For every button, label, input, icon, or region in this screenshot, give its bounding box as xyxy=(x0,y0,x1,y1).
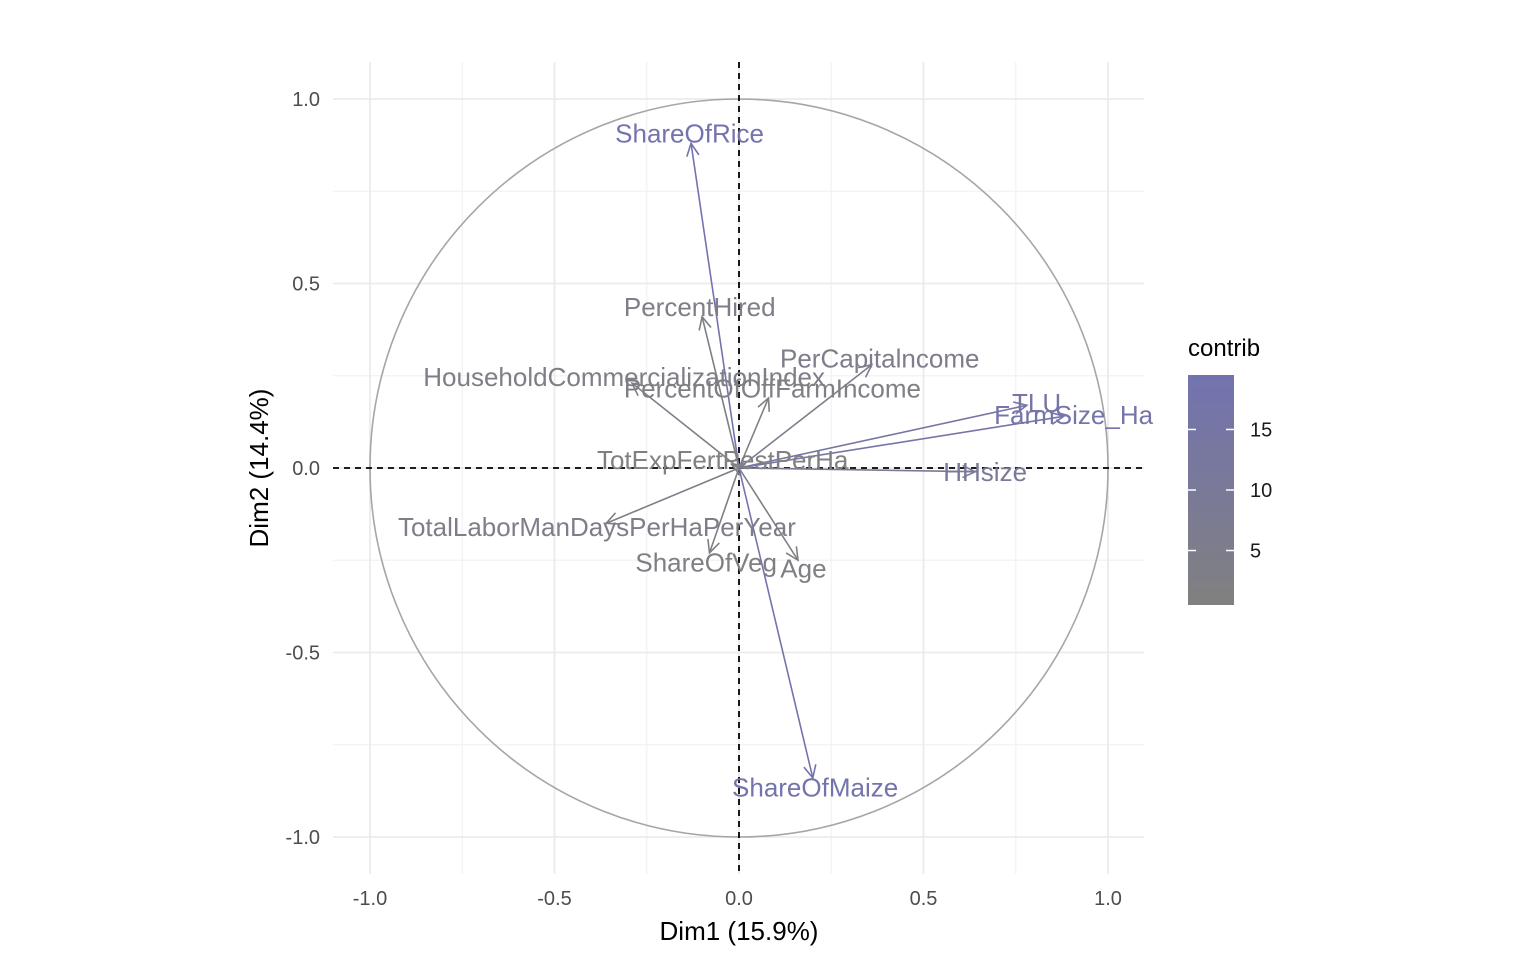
variable-arrow xyxy=(738,364,873,469)
legend-tick-label: 15 xyxy=(1250,419,1272,441)
variable-labels: ShareOfRice PercentHiredPerCapitalncomeHo… xyxy=(398,118,1154,802)
y-tick-label: -0.5 xyxy=(286,643,320,665)
arrow-head xyxy=(1013,401,1029,415)
x-tick-label: 0.0 xyxy=(725,888,753,910)
x-axis-ticks: -1.0 -0.5 0.0 0.5 1.0 xyxy=(353,888,1122,910)
variable-arrow xyxy=(738,415,1064,469)
variable-arrow xyxy=(738,467,799,561)
arrow-head xyxy=(686,141,700,157)
variable-arrows xyxy=(604,141,1066,780)
y-tick-label: 0.0 xyxy=(292,458,320,480)
y-tick-label: 1.0 xyxy=(292,89,320,111)
arrow-head xyxy=(803,764,817,780)
variable-label: TLU xyxy=(1012,388,1061,418)
variable-label: HHsize xyxy=(943,457,1027,487)
arrow-head xyxy=(757,396,771,412)
arrow-head xyxy=(785,546,800,562)
variable-label: PercentOfOffFarmIncome xyxy=(624,374,921,404)
variable-arrow xyxy=(605,467,740,525)
variable-label: PercentHired xyxy=(624,292,776,322)
arrow-head xyxy=(604,512,621,525)
variable-label: ShareOfVeg xyxy=(635,547,777,577)
y-tick-label: 0.5 xyxy=(292,274,320,296)
legend-ticks: 15 10 5 xyxy=(1188,419,1272,563)
variable-label: FarmSize_Ha xyxy=(994,400,1153,430)
arrow-head xyxy=(698,314,712,331)
x-tick-label: -0.5 xyxy=(537,888,571,910)
arrow-head xyxy=(707,538,720,555)
arrow-head xyxy=(630,381,646,397)
variable-label: Age xyxy=(780,554,826,584)
arrow-head xyxy=(1050,411,1066,425)
variable-arrow xyxy=(738,404,1027,469)
variable-label: TotalLaborManDaysPerHaPerYear xyxy=(398,512,796,542)
y-tick-label: -1.0 xyxy=(286,827,320,849)
variable-arrow xyxy=(708,467,740,554)
variable-label: PerCapitalncome xyxy=(780,344,979,374)
x-axis-title: Dim1 (15.9%) xyxy=(660,916,819,946)
variable-arrow xyxy=(690,143,740,469)
variable-label: HouseholdCommercializationIndex xyxy=(423,362,825,392)
y-axis-ticks: 1.0 0.5 0.0 -0.5 -1.0 xyxy=(286,89,320,849)
x-tick-label: -1.0 xyxy=(353,888,387,910)
arrow-head xyxy=(962,464,978,479)
legend-tick-label: 10 xyxy=(1250,480,1272,502)
variable-label: ShareOfRice xyxy=(615,118,764,148)
y-axis-title: Dim2 (14.4%) xyxy=(244,389,274,548)
arrow-head xyxy=(857,363,874,378)
contrib-legend: contrib 15 10 5 xyxy=(1188,335,1272,605)
x-tick-label: 1.0 xyxy=(1094,888,1122,910)
variable-label: ShareOfMaize xyxy=(732,773,898,803)
legend-title: contrib xyxy=(1188,335,1260,362)
variable-arrow xyxy=(738,467,976,473)
variable-arrow xyxy=(701,316,740,469)
variable-arrow xyxy=(631,382,740,469)
variable-arrow xyxy=(738,467,814,779)
variable-label: TotExpFertPestPerHa xyxy=(597,445,849,475)
x-tick-label: 0.5 xyxy=(910,888,938,910)
legend-tick-label: 5 xyxy=(1250,541,1261,563)
reference-lines xyxy=(333,62,1144,874)
variable-arrow xyxy=(738,397,770,469)
